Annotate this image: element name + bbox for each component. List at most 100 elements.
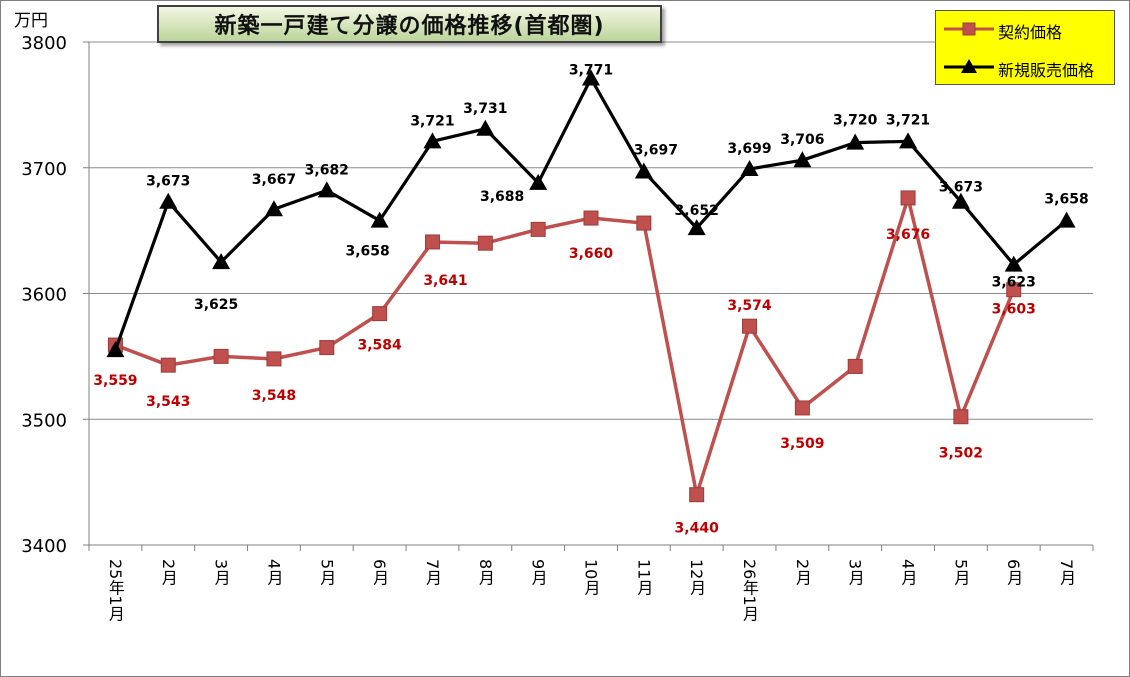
data-point-contract: [372, 306, 388, 322]
data-label-new-sales: 3,625: [194, 297, 238, 313]
data-label-new-sales: 3,688: [480, 189, 524, 205]
data-point-new-sales: [264, 200, 283, 217]
legend-label-contract: 契約価格: [998, 23, 1063, 42]
y-tick-label: 3700: [21, 159, 67, 180]
data-point-contract: [477, 235, 493, 251]
x-tick-label: 26年1月: [740, 559, 759, 623]
data-label-contract: 3,676: [886, 227, 930, 243]
data-label-contract: 3,584: [357, 338, 402, 354]
data-label-contract: 3,548: [252, 388, 296, 404]
legend-item-new-sales: 新規販売価格: [936, 55, 1114, 80]
x-tick-label: 2月: [159, 559, 178, 586]
x-tick-label: 7月: [423, 559, 442, 586]
x-tick-label: 5月: [317, 559, 336, 586]
data-point-contract: [900, 190, 916, 206]
data-point-new-sales: [370, 211, 389, 228]
data-point-new-sales: [106, 341, 125, 358]
data-point-contract: [636, 215, 652, 231]
data-label-new-sales: 3,667: [252, 172, 296, 188]
x-tick-label: 4月: [264, 559, 283, 586]
x-tick-label: 6月: [370, 559, 389, 586]
data-label-new-sales: 3,706: [780, 132, 824, 148]
data-label-contract: 3,543: [146, 394, 190, 410]
legend-label-new-sales: 新規販売価格: [998, 61, 1095, 80]
data-point-contract: [213, 348, 229, 364]
data-label-new-sales: 3,673: [939, 180, 983, 196]
data-point-new-sales: [687, 219, 706, 236]
x-tick-label: 5月: [951, 559, 970, 586]
data-label-contract: 3,574: [727, 298, 772, 314]
data-point-new-sales: [529, 173, 548, 190]
x-tick-label: 3月: [212, 559, 231, 586]
data-point-new-sales: [212, 253, 231, 270]
data-label-new-sales: 3,623: [992, 275, 1036, 291]
data-point-new-sales: [1004, 255, 1023, 272]
y-tick-label: 3500: [21, 410, 67, 431]
data-label-contract: 3,641: [423, 273, 467, 289]
data-point-new-sales: [1057, 211, 1076, 228]
data-label-new-sales: 3,699: [727, 141, 771, 157]
data-point-new-sales: [899, 132, 918, 149]
data-label-new-sales: 3,658: [1044, 192, 1088, 208]
data-label-new-sales: 3,673: [146, 174, 190, 190]
data-point-new-sales: [476, 119, 495, 136]
data-point-new-sales: [159, 192, 178, 209]
data-point-new-sales: [582, 69, 600, 86]
data-label-contract: 3,603: [992, 302, 1036, 318]
x-tick-label: 11月: [634, 559, 653, 596]
data-point-contract: [742, 318, 758, 334]
data-point-contract: [1006, 282, 1022, 298]
data-label-new-sales: 3,771: [569, 62, 613, 78]
legend-item-contract: 契約価格: [936, 17, 1114, 42]
data-point-contract: [953, 409, 969, 425]
data-label-contract: 3,440: [675, 521, 720, 537]
data-label-new-sales: 3,721: [410, 113, 454, 129]
data-point-contract: [319, 340, 335, 356]
data-point-new-sales: [793, 151, 812, 168]
x-tick-label: 2月: [793, 559, 812, 586]
data-point-contract: [266, 351, 282, 367]
x-tick-label: 9月: [529, 559, 548, 586]
legend: 契約価格 新規販売価格: [935, 10, 1115, 85]
y-tick-label: 3600: [21, 285, 67, 306]
y-tick-label: 3400: [21, 536, 67, 557]
series-line-contract: [114, 196, 1016, 497]
data-point-contract: [583, 210, 599, 226]
x-tick-label: 6月: [1004, 559, 1023, 586]
data-point-new-sales: [634, 162, 653, 179]
data-label-new-sales: 3,731: [463, 101, 507, 117]
data-point-contract: [847, 358, 863, 374]
x-tick-label: 7月: [1057, 559, 1076, 586]
data-label-new-sales: 3,658: [345, 244, 389, 260]
x-tick-label: 10月: [582, 559, 601, 596]
x-tick-label: 25年1月: [106, 559, 125, 623]
data-point-new-sales: [740, 160, 759, 177]
x-tick-label: 12月: [687, 559, 706, 596]
data-label-new-sales: 3,720: [833, 113, 878, 129]
x-tick-label: 4月: [899, 559, 918, 586]
data-point-contract: [530, 221, 546, 237]
data-point-contract: [424, 234, 440, 250]
data-label-contract: 3,660: [569, 246, 614, 262]
data-point-new-sales: [317, 181, 336, 198]
data-label-contract: 3,509: [780, 436, 824, 452]
data-point-contract: [794, 400, 810, 416]
data-label-contract: 3,559: [93, 373, 137, 389]
y-tick-label: 3800: [21, 33, 67, 54]
data-label-new-sales: 3,697: [634, 143, 678, 159]
legend-marker-triangle-icon: [944, 59, 994, 73]
data-point-new-sales: [423, 132, 442, 149]
data-point-new-sales: [846, 133, 865, 150]
data-point-contract: [689, 487, 705, 503]
x-tick-label: 3月: [846, 559, 865, 586]
data-point-contract: [160, 357, 176, 373]
chart-title: 新築一戸建て分譲の価格推移(首都圏): [157, 5, 662, 43]
y-unit-label: 万円: [14, 11, 48, 31]
data-point-new-sales: [951, 192, 970, 209]
x-tick-label: 8月: [476, 559, 495, 586]
legend-marker-square-icon: [944, 22, 994, 36]
data-label-new-sales: 3,721: [886, 112, 930, 128]
data-label-new-sales: 3,682: [305, 162, 349, 178]
data-label-new-sales: 3,652: [675, 203, 719, 219]
